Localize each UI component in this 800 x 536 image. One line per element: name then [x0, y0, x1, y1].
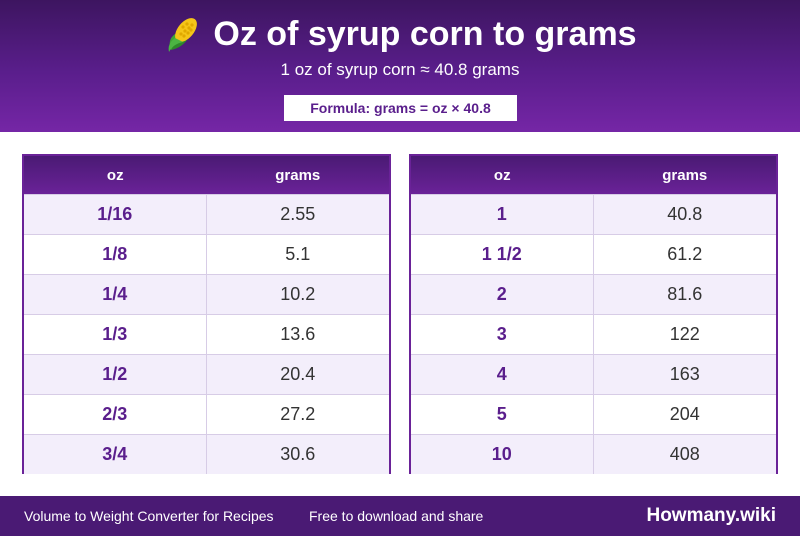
grams-cell: 10.2: [280, 284, 316, 304]
formula-badge: Formula: grams = oz × 40.8: [284, 95, 517, 121]
table-row: 4 163: [411, 354, 776, 394]
table-body: 1 40.8 1 1/2 61.2 2 81.6 3 122 4 163 5 204 10 4…: [411, 194, 776, 474]
table-row: 3 122: [411, 314, 776, 354]
oz-cell: 5: [411, 395, 594, 434]
footer-tagline: Volume to Weight Converter for Recipes: [24, 508, 274, 524]
grams-cell: 40.8: [667, 204, 703, 224]
subtitle: 1 oz of syrup corn ≈ 40.8 grams: [280, 60, 520, 79]
table-row: 10 408: [411, 434, 776, 474]
column-header-oz: oz: [493, 166, 511, 184]
oz-cell: 1/3: [24, 315, 207, 354]
table-row: 1/8 5.1: [24, 234, 389, 274]
table-header: oz grams: [411, 156, 776, 194]
title-text: Oz of syrup corn to grams: [213, 14, 637, 53]
oz-cell: 1/8: [24, 235, 207, 274]
brand-logo: Howmany.wiki: [646, 505, 776, 526]
table-row: 2/3 27.2: [24, 394, 389, 434]
conversion-table-left: oz grams 1/16 2.55 1/8 5.1 1/4 10.2 1/3 13.6…: [22, 154, 391, 474]
table-row: 1/4 10.2: [24, 274, 389, 314]
grams-cell: 81.6: [667, 284, 703, 304]
grams-cell: 2.55: [280, 204, 316, 224]
conversion-table-right: oz grams 1 40.8 1 1/2 61.2 2 81.6 3 122 4 163…: [409, 154, 778, 474]
header: Oz of syrup corn to grams 1 oz of syrup …: [0, 0, 800, 132]
grams-cell: 20.4: [280, 364, 316, 384]
grams-cell: 204: [669, 404, 700, 424]
oz-cell: 1: [411, 195, 594, 234]
oz-cell: 10: [411, 435, 594, 474]
footer: Volume to Weight Converter for Recipes F…: [0, 496, 800, 536]
page-title: Oz of syrup corn to grams: [0, 12, 800, 56]
table-row: 1/2 20.4: [24, 354, 389, 394]
oz-cell: 1 1/2: [411, 235, 594, 274]
table-header: oz grams: [24, 156, 389, 194]
column-header-grams: grams: [662, 166, 708, 184]
table-row: 1/3 13.6: [24, 314, 389, 354]
grams-cell: 5.1: [285, 244, 311, 264]
table-row: 1/16 2.55: [24, 194, 389, 234]
column-header-oz: oz: [106, 166, 124, 184]
oz-cell: 1/4: [24, 275, 207, 314]
oz-cell: 2/3: [24, 395, 207, 434]
oz-cell: 1/16: [24, 195, 207, 234]
oz-cell: 2: [411, 275, 594, 314]
grams-cell: 27.2: [280, 404, 316, 424]
grams-cell: 122: [669, 324, 700, 344]
grams-cell: 30.6: [280, 444, 316, 464]
column-header-grams: grams: [275, 166, 321, 184]
grams-cell: 61.2: [667, 244, 703, 264]
table-row: 3/4 30.6: [24, 434, 389, 474]
oz-cell: 1/2: [24, 355, 207, 394]
table-row: 5 204: [411, 394, 776, 434]
oz-cell: 3/4: [24, 435, 207, 474]
table-row: 1 1/2 61.2: [411, 234, 776, 274]
oz-cell: 4: [411, 355, 594, 394]
grams-cell: 163: [669, 364, 700, 384]
table-row: 1 40.8: [411, 194, 776, 234]
grams-cell: 13.6: [280, 324, 316, 344]
grams-cell: 408: [669, 444, 700, 464]
table-body: 1/16 2.55 1/8 5.1 1/4 10.2 1/3 13.6 1/2 20.4 …: [24, 194, 389, 474]
table-row: 2 81.6: [411, 274, 776, 314]
corn-icon: [169, 18, 198, 52]
oz-cell: 3: [411, 315, 594, 354]
footer-share-note: Free to download and share: [309, 508, 484, 524]
